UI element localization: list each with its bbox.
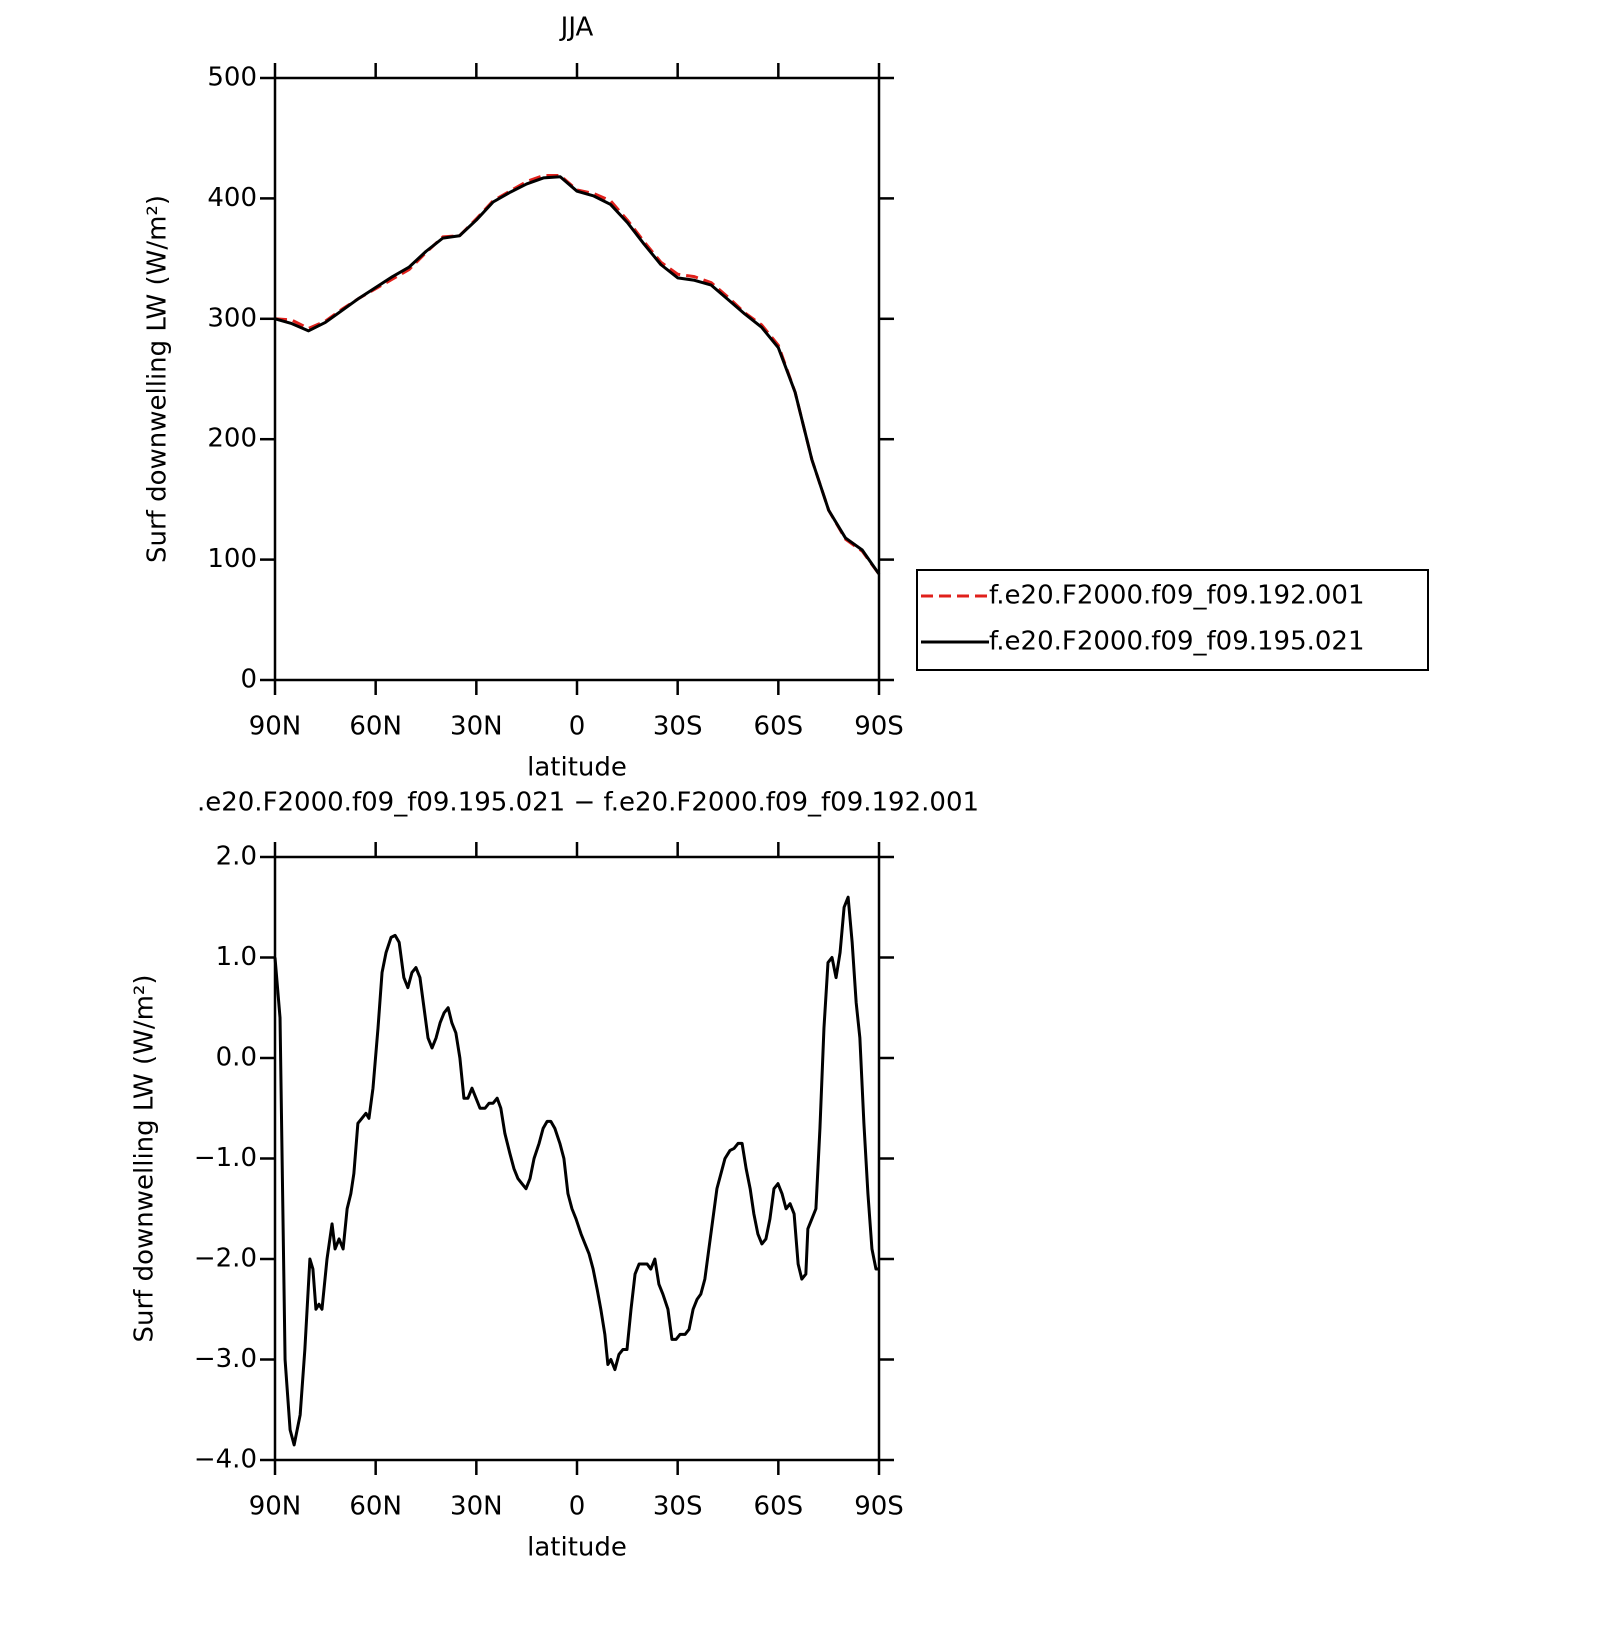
chart-title: JJA xyxy=(559,13,594,43)
x-tick-label: 30N xyxy=(450,1492,503,1522)
y-tick-label: 500 xyxy=(207,63,257,93)
x-tick-label: 0 xyxy=(569,712,586,742)
x-tick-label: 90N xyxy=(249,1492,302,1522)
x-axis-label: latitude xyxy=(527,1533,627,1563)
data-line xyxy=(273,895,879,1447)
x-tick-label: 90S xyxy=(854,1492,904,1522)
chart-title: .e20.F2000.f09_f09.195.021 − f.e20.F2000… xyxy=(197,788,979,818)
plot-frame xyxy=(273,855,881,1462)
y-tick-label: 400 xyxy=(207,183,257,213)
x-tick-label: 60S xyxy=(754,1492,804,1522)
y-tick-label: 100 xyxy=(207,544,257,574)
x-tick-label: 60N xyxy=(349,1492,402,1522)
y-tick-label: −1.0 xyxy=(194,1143,257,1173)
x-tick-label: 60N xyxy=(349,712,402,742)
data-line xyxy=(274,175,881,575)
x-axis-label: latitude xyxy=(527,753,627,783)
y-tick-label: −4.0 xyxy=(194,1445,257,1475)
x-tick-label: 30N xyxy=(450,712,503,742)
y-tick-label: 300 xyxy=(207,303,257,333)
legend-label: f.e20.F2000.f09_f09.195.021 xyxy=(989,627,1365,657)
y-tick-label: 1.0 xyxy=(216,942,257,972)
y-tick-label: 2.0 xyxy=(216,842,257,872)
x-tick-label: 60S xyxy=(754,712,804,742)
y-tick-label: 0 xyxy=(240,665,257,695)
legend-label: f.e20.F2000.f09_f09.192.001 xyxy=(989,581,1365,611)
x-tick-label: 30S xyxy=(653,1492,703,1522)
x-tick-label: 90N xyxy=(249,712,302,742)
legend-box xyxy=(916,569,1429,671)
y-tick-label: 200 xyxy=(207,424,257,454)
y-tick-label: 0.0 xyxy=(216,1043,257,1073)
y-tick-label: −2.0 xyxy=(194,1244,257,1274)
x-tick-label: 0 xyxy=(569,1492,586,1522)
y-axis-label: Surf downwelling LW (W/m²) xyxy=(143,195,173,563)
plot-frame xyxy=(273,76,881,682)
x-tick-label: 30S xyxy=(653,712,703,742)
y-axis-label: Surf downwelling LW (W/m²) xyxy=(130,975,160,1343)
y-tick-label: −3.0 xyxy=(194,1344,257,1374)
x-tick-label: 90S xyxy=(854,712,904,742)
